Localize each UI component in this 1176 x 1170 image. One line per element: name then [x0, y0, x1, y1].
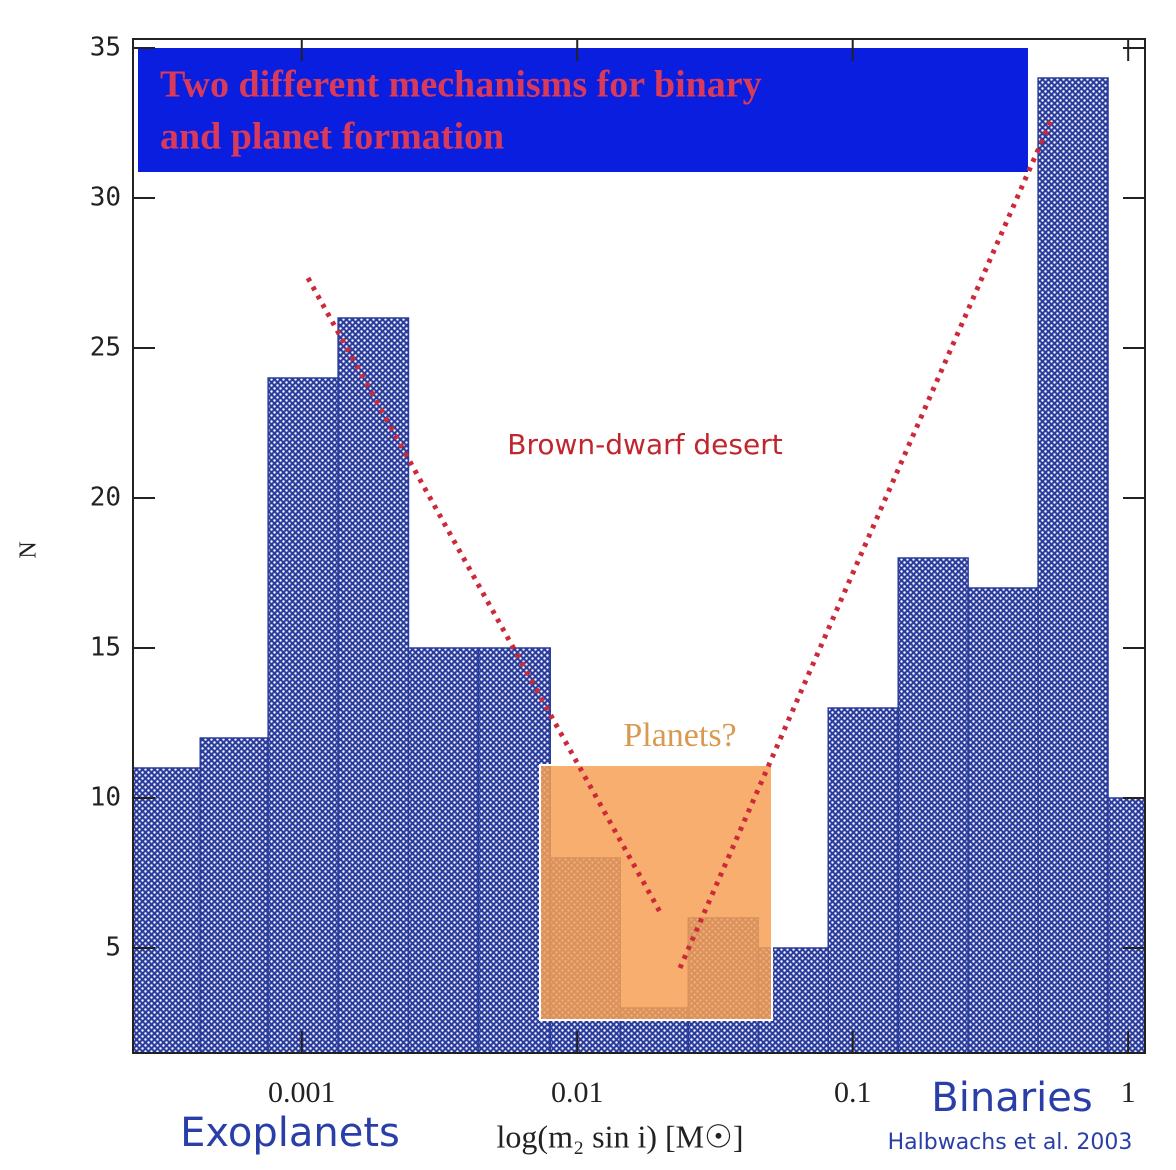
bar [1107, 797, 1146, 1054]
x-tick-label: 0.01 [551, 1076, 604, 1109]
bar [897, 557, 969, 1054]
highlight-box [539, 764, 773, 1021]
x-tick-label: 0.1 [834, 1076, 872, 1109]
y-tick-label: 30 [90, 183, 121, 213]
bar [132, 767, 201, 1054]
bar [967, 587, 1039, 1054]
y-tick-label: 5 [105, 933, 121, 963]
trend-line [677, 116, 1055, 970]
y-tick-label: 10 [90, 783, 121, 813]
y-tick-label: 25 [90, 333, 121, 363]
annotation: Planets? [623, 717, 736, 754]
x-tick-label: 1 [1121, 1076, 1136, 1109]
bar [827, 707, 899, 1054]
annotation: Exoplanets [180, 1110, 400, 1156]
trend-line [305, 276, 663, 914]
y-tick-label: 20 [90, 483, 121, 513]
bar [1037, 77, 1109, 1054]
bar [407, 647, 480, 1054]
title-line: and planet formation [160, 116, 504, 158]
title-line: Two different mechanisms for binary [160, 64, 762, 106]
x-tick-label: 0.001 [268, 1076, 336, 1109]
annotation: Binaries [931, 1075, 1092, 1121]
bar [267, 377, 339, 1054]
annotation: Halbwachs et al. 2003 [888, 1130, 1133, 1155]
y-tick-label: 35 [90, 33, 121, 63]
plot-frame [132, 38, 1146, 1054]
y-axis-label: N [16, 541, 42, 558]
annotation: Brown-dwarf desert [507, 428, 782, 461]
y-tick-label: 15 [90, 633, 121, 663]
title-box [138, 48, 1028, 172]
bar [477, 647, 551, 1054]
bar [337, 317, 410, 1054]
bar [199, 737, 269, 1054]
x-axis-label: log(m₂ sin i) [M☉] [497, 1118, 744, 1154]
